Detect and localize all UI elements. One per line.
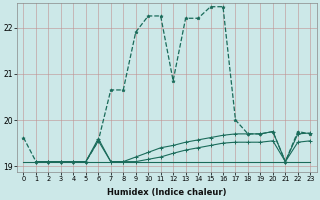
X-axis label: Humidex (Indice chaleur): Humidex (Indice chaleur) — [107, 188, 227, 197]
